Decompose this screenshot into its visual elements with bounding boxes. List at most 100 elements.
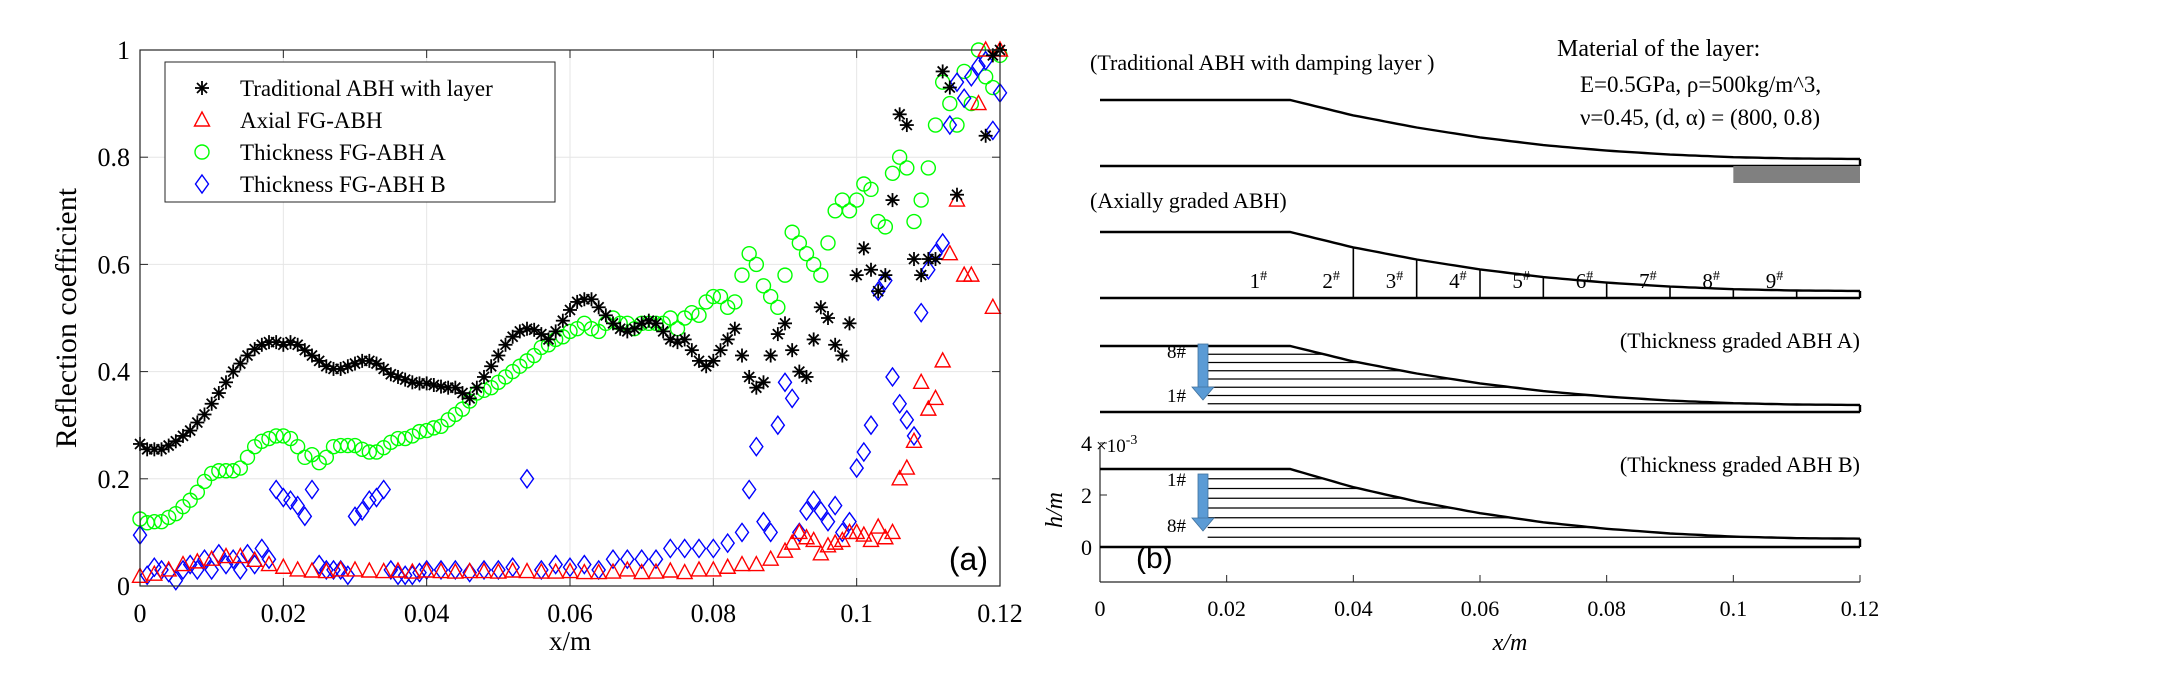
data-point-triangle <box>869 517 887 534</box>
data-point-asterisk <box>168 434 183 449</box>
data-point-circle <box>762 288 779 305</box>
data-point-circle <box>920 160 937 176</box>
data-point-triangle <box>231 547 250 564</box>
data-point-triangle <box>274 557 293 574</box>
data-point-triangle <box>374 562 393 579</box>
data-point-asterisk <box>462 391 477 406</box>
data-point-circle <box>777 267 793 283</box>
panel-b-x-axis-label: x/m <box>1492 630 1528 656</box>
data-point-circle <box>820 235 836 251</box>
data-point-asterisk <box>211 386 226 401</box>
data-point-circle <box>160 509 177 526</box>
data-point-triangle <box>503 561 522 578</box>
data-point-triangle <box>761 549 780 566</box>
data-point-diamond <box>433 559 449 581</box>
thickness-b-title: (Thickness graded ABH B) <box>1620 452 1860 477</box>
panel-a-label: (a) <box>949 541 988 577</box>
data-point-circle <box>268 428 284 444</box>
data-point-diamond <box>885 366 900 388</box>
data-point-asterisk <box>297 343 312 358</box>
data-point-asterisk <box>699 359 714 374</box>
data-point-circle <box>848 192 865 208</box>
data-point-triangle <box>604 562 622 579</box>
x-tick-label: 0 <box>134 599 147 628</box>
data-point-diamond <box>813 500 829 522</box>
data-point-triangle <box>403 562 422 579</box>
data-point-asterisk <box>821 311 835 325</box>
data-point-circle <box>203 465 220 482</box>
data-point-triangle <box>976 40 995 57</box>
traditional-abh-title: (Traditional ABH with damping layer ) <box>1090 50 1434 75</box>
data-point-asterisk <box>627 321 642 336</box>
data-point-triangle <box>389 561 407 578</box>
data-point-circle <box>841 203 858 219</box>
segment-label: 8# <box>1702 269 1720 293</box>
data-point-diamond <box>734 522 750 543</box>
legend-box <box>164 61 556 203</box>
data-point-circle <box>289 438 306 455</box>
data-marks <box>131 40 1009 591</box>
data-point-asterisk <box>742 369 757 384</box>
data-point-circle <box>354 441 370 458</box>
data-point-triangle <box>589 563 608 580</box>
thickness-b-top-layer-label: 1# <box>1167 470 1187 491</box>
segment-label: 7# <box>1639 269 1657 293</box>
data-point-asterisk <box>785 343 800 358</box>
data-point-asterisk <box>749 380 764 395</box>
axial-abh-title: (Axially graded ABH) <box>1090 188 1287 213</box>
data-point-diamond <box>949 71 965 93</box>
material-properties-1: E=0.5GPa, ρ=500kg/m^3, <box>1580 72 1821 97</box>
data-point-asterisk <box>735 348 749 363</box>
data-point-triangle <box>826 533 844 550</box>
data-point-triangle <box>919 399 938 416</box>
data-point-diamond <box>189 559 205 581</box>
thickness-b-bottom-layer-label: 8# <box>1167 516 1187 537</box>
data-point-circle <box>411 423 428 440</box>
data-point-triangle <box>331 560 350 577</box>
data-point-diamond <box>920 259 936 280</box>
data-point-diamond <box>842 511 857 532</box>
data-point-triangle <box>747 555 766 572</box>
data-point-diamond <box>956 88 972 109</box>
data-point-asterisk <box>806 332 821 347</box>
data-point-diamond <box>397 565 413 586</box>
data-point-asterisk <box>369 356 384 371</box>
panel-a-chart: 0 0.02 0.04 0.06 0.08 0.1 0.12 0 0.2 0.4 0.6 0.8 1 x… <box>50 36 1023 656</box>
data-point-diamond <box>619 549 635 570</box>
data-point-circle <box>426 420 442 436</box>
data-point-diamond <box>283 490 298 511</box>
data-point-diamond <box>476 559 492 581</box>
data-point-circle <box>963 95 980 112</box>
data-point-asterisk <box>376 361 391 376</box>
data-point-circle <box>239 449 256 466</box>
data-point-triangle <box>862 530 880 548</box>
data-point-triangle <box>532 562 551 579</box>
legend-entry-thickness-a: Thickness FG-ABH A <box>240 140 446 165</box>
data-point-diamond <box>820 511 836 532</box>
data-point-triangle <box>145 564 164 581</box>
data-point-triangle <box>783 533 801 550</box>
arrow-head <box>1191 517 1215 532</box>
data-point-triangle <box>898 458 916 475</box>
data-point-diamond <box>763 522 779 543</box>
data-point-circle <box>297 449 313 466</box>
data-point-asterisk <box>942 80 957 95</box>
data-point-triangle <box>883 522 902 540</box>
segment-label: 9# <box>1766 269 1784 293</box>
panel-b-x-tick-label: 0.06 <box>1461 596 1500 621</box>
data-point-circle <box>275 428 292 444</box>
data-point-asterisk <box>713 343 728 358</box>
data-point-asterisk <box>864 262 878 277</box>
data-point-circle <box>705 288 722 305</box>
data-point-asterisk <box>885 193 900 208</box>
data-point-circle <box>805 256 822 273</box>
data-point-asterisk <box>727 321 742 336</box>
legend-entry-traditional: Traditional ABH with layer <box>240 76 493 101</box>
data-point-asterisk <box>161 438 176 453</box>
data-point-circle <box>770 299 786 315</box>
data-point-triangle <box>288 560 307 577</box>
data-point-diamond <box>462 562 478 583</box>
data-point-asterisk <box>907 252 921 267</box>
segment-labels: 1# 2# 3# 4# 5# 6# 7# 8# 9# <box>1250 269 1784 293</box>
data-point-asterisk <box>720 332 735 347</box>
